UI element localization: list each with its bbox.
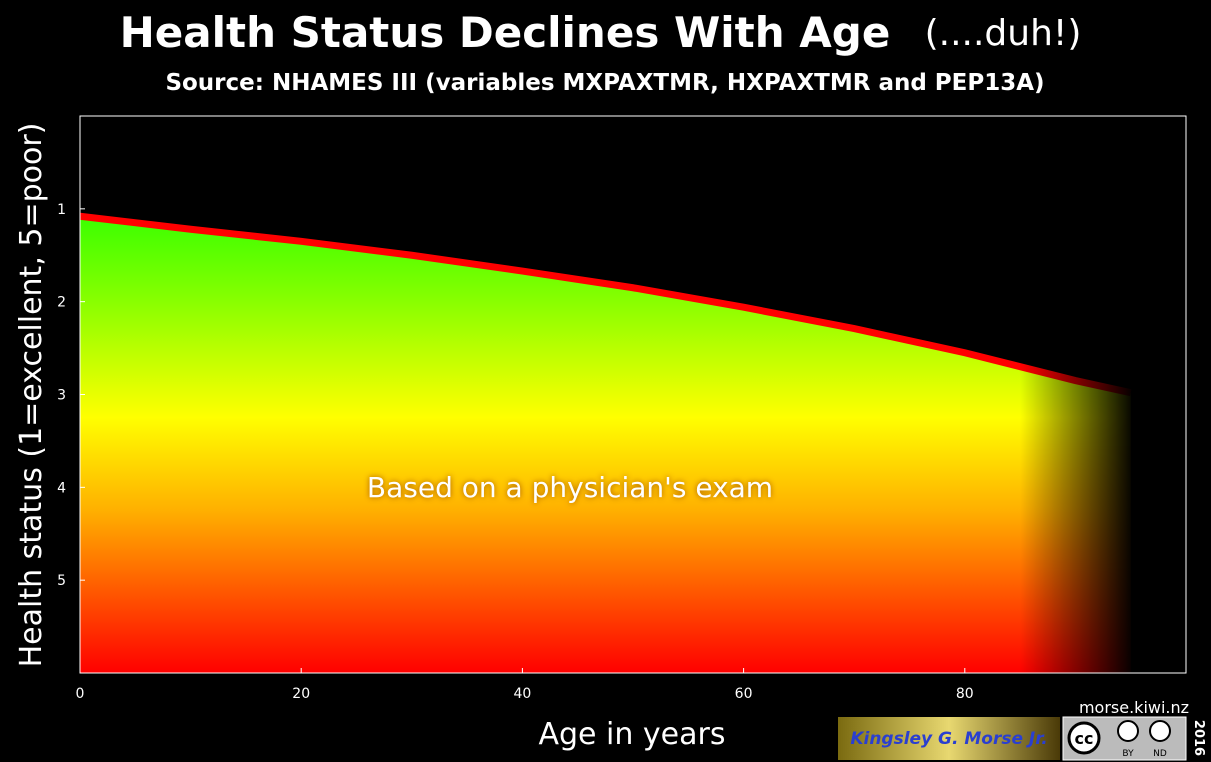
title-aside: (....duh!) (925, 13, 1082, 54)
y-tick-label: 5 (57, 573, 66, 589)
y-axis-label: Health status (1=excellent, 5=poor) (14, 123, 49, 668)
license-term: ND (1153, 749, 1167, 759)
x-tick-label: 60 (735, 686, 753, 702)
x-tick-label: 40 (513, 686, 531, 702)
annotation: Based on a physician's exam (367, 471, 773, 504)
author-logo (838, 717, 1060, 760)
y-tick-label: 4 (57, 480, 66, 496)
subtitle: Source: NHAMES III (variables MXPAXTMR, … (165, 70, 1044, 96)
license-term: BY (1122, 749, 1134, 759)
author: Kingsley G. Morse Jr. (850, 729, 1047, 749)
x-tick-label: 20 (292, 686, 310, 702)
line (79, 212, 1132, 397)
area (80, 216, 1131, 673)
x-axis-label: Age in years (538, 717, 725, 752)
y-tick-label: 1 (57, 202, 66, 218)
plot-area (79, 116, 1186, 673)
y-tick-label: 2 (57, 295, 66, 311)
fade-overlay (1020, 116, 1186, 673)
y-tick-label: 3 (57, 388, 66, 404)
site: morse.kiwi.nz (1079, 698, 1189, 717)
x-tick-label: 0 (76, 686, 85, 702)
by-icon (1117, 720, 1139, 742)
chart-title: Health Status Declines With Age (120, 8, 891, 57)
x-tick-label: 80 (956, 686, 974, 702)
cc-icon (1067, 721, 1101, 755)
nd-icon (1149, 720, 1171, 742)
year: 2016 (1191, 720, 1206, 756)
license: cc (1075, 729, 1094, 748)
